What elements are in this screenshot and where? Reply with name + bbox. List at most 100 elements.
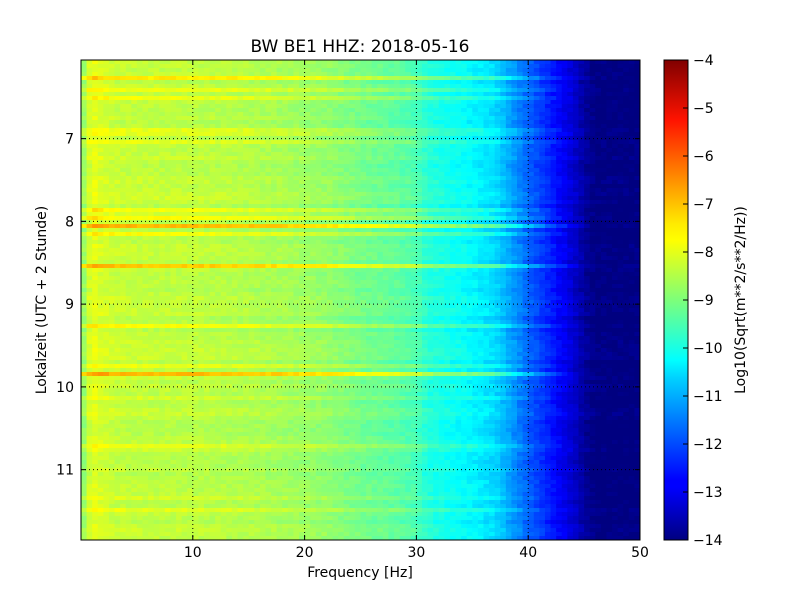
heatmap-cell [455, 76, 462, 81]
heatmap-cell [444, 96, 451, 101]
heatmap-cell [198, 232, 205, 237]
heatmap-cell [248, 84, 255, 89]
heatmap-cell [466, 100, 473, 105]
heatmap-cell [617, 152, 624, 157]
heatmap-cell [511, 60, 518, 65]
heatmap-cell [438, 68, 445, 73]
heatmap-cell [198, 156, 205, 161]
heatmap-cell [332, 180, 339, 185]
heatmap-cell [517, 84, 524, 89]
heatmap-cell [606, 252, 613, 257]
heatmap-cell [108, 92, 116, 97]
heatmap-cell [120, 192, 127, 197]
heatmap-cell [282, 68, 289, 73]
heatmap-cell [153, 88, 160, 93]
heatmap-cell [120, 136, 127, 141]
heatmap-cell [315, 180, 322, 185]
heatmap-cell [192, 216, 199, 221]
heatmap-cell [164, 228, 172, 233]
heatmap-cell [634, 64, 640, 69]
heatmap-cell [500, 188, 507, 193]
heatmap-cell [410, 244, 417, 249]
heatmap-cell [533, 96, 540, 101]
heatmap-cell [550, 192, 557, 197]
heatmap-cell [377, 68, 384, 73]
heatmap-cell [466, 216, 473, 221]
heatmap-cell [192, 156, 199, 161]
heatmap-cell [494, 252, 501, 257]
heatmap-cell [176, 180, 183, 185]
heatmap-cell [449, 168, 457, 173]
heatmap-cell [131, 156, 138, 161]
heatmap-cell [438, 116, 445, 121]
heatmap-cell [377, 168, 384, 173]
heatmap-cell [136, 128, 144, 133]
heatmap-cell [371, 116, 378, 121]
heatmap-cell [220, 232, 227, 237]
heatmap-cell [522, 212, 529, 217]
heatmap-cell [271, 248, 278, 253]
heatmap-cell [142, 228, 149, 233]
heatmap-cell [136, 120, 144, 125]
heatmap-cell [148, 124, 155, 129]
heatmap-cell [382, 256, 390, 261]
heatmap-cell [114, 148, 121, 153]
heatmap-cell [315, 144, 322, 149]
heatmap-cell [399, 248, 406, 253]
heatmap-cell [310, 180, 317, 185]
heatmap-cell [293, 204, 300, 209]
heatmap-cell [287, 84, 295, 89]
heatmap-cell [544, 180, 552, 185]
heatmap-cell [505, 160, 513, 165]
heatmap-cell [181, 120, 188, 125]
heatmap-cell [533, 244, 540, 249]
heatmap-cell [628, 228, 636, 233]
heatmap-cell [349, 208, 356, 213]
heatmap-cell [131, 212, 138, 217]
heatmap-cell [600, 220, 608, 225]
heatmap-cell [159, 72, 166, 77]
heatmap-cell [304, 232, 311, 237]
heatmap-cell [572, 192, 580, 197]
heatmap-cell [449, 216, 457, 221]
heatmap-cell [623, 104, 630, 109]
heatmap-cell [561, 172, 568, 177]
heatmap-cell [623, 112, 630, 117]
heatmap-cell [153, 148, 160, 153]
heatmap-cell [276, 224, 283, 229]
heatmap-cell [354, 60, 362, 65]
heatmap-cell [366, 116, 373, 121]
heatmap-cell [332, 236, 339, 241]
heatmap-cell [623, 248, 630, 253]
heatmap-cell [461, 164, 468, 169]
heatmap-cell [114, 100, 121, 105]
heatmap-cell [472, 204, 479, 209]
heatmap-cell [394, 96, 401, 101]
heatmap-cell [198, 188, 205, 193]
heatmap-cell [293, 192, 300, 197]
heatmap-cell [427, 160, 434, 165]
heatmap-cell [517, 232, 524, 237]
heatmap-cell [326, 256, 334, 261]
heatmap-cell [388, 144, 395, 149]
heatmap-cell [299, 212, 306, 217]
heatmap-cell [489, 116, 496, 121]
heatmap-cell [343, 112, 350, 117]
heatmap-cell [360, 64, 367, 69]
heatmap-cell [522, 192, 529, 197]
heatmap-cell [354, 148, 362, 153]
heatmap-cell [461, 104, 468, 109]
heatmap-cell [86, 64, 93, 69]
heatmap-cell [114, 200, 121, 205]
heatmap-cell [148, 196, 155, 201]
heatmap-cell [533, 172, 540, 177]
heatmap-cell [466, 160, 473, 165]
heatmap-cell [86, 180, 93, 185]
heatmap-cell [310, 244, 317, 249]
heatmap-cell [544, 92, 552, 97]
heatmap-cell [259, 204, 267, 209]
heatmap-cell [595, 212, 602, 217]
heatmap-cell [86, 240, 93, 245]
heatmap-cell [455, 132, 462, 137]
heatmap-cell [517, 228, 524, 233]
